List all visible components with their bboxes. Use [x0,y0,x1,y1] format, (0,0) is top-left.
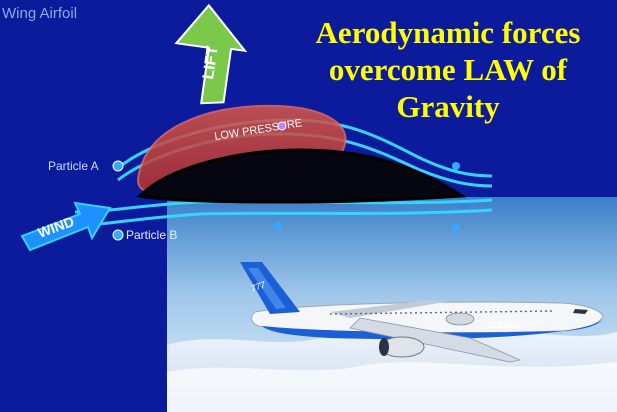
streamline-marker [274,222,282,230]
wind-arrow: WIND [20,201,112,252]
airplane-photo [167,197,617,412]
fuselage [251,301,604,334]
particle-b-end-marker [452,224,460,232]
particle-b-label: Particle B [126,228,177,242]
title-line-3: Gravity [396,89,500,124]
lift-label: LIFT [200,45,222,81]
lift-arrow: LIFT [174,3,248,105]
fuselage-brand-text: BOEING [488,321,520,330]
title-line-1: Aerodynamic forces [315,15,581,50]
low-pressure-marker [277,121,287,131]
particle-a-marker [112,160,124,172]
airfoil-shape [136,148,467,204]
particle-b-marker [112,229,124,241]
slide-title: Aerodynamic forces overcome LAW of Gravi… [278,14,617,125]
engine-far [445,312,475,326]
title-line-2: overcome LAW of [328,52,568,87]
streamline-lower-2 [74,208,493,228]
section-label: Wing Airfoil [2,5,77,22]
particle-a-label: Particle A [48,159,99,173]
wing-left [349,317,522,363]
particle-a-end-marker [452,162,460,170]
